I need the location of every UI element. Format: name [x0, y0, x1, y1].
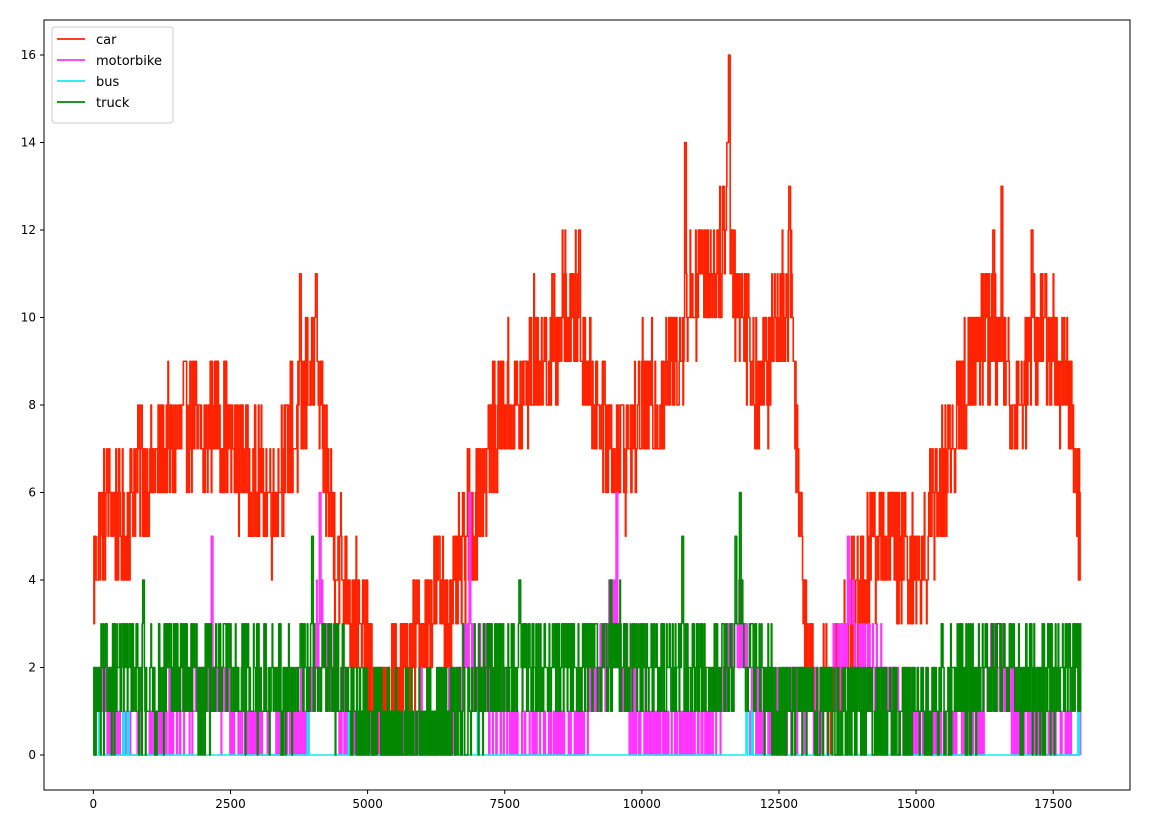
y-tick-label: 6: [28, 486, 36, 500]
y-axis: 0 2 4 6 8 10 12 14 16: [21, 48, 44, 762]
y-tick-label: 14: [21, 136, 36, 150]
series-line-truck: [93, 491, 1082, 756]
x-axis: 0 2500 5000 7500 10000 12500 15000 17500: [90, 790, 1072, 811]
y-tick-label: 16: [21, 48, 36, 62]
legend-label-motorbike: motorbike: [96, 54, 162, 69]
x-tick-label: 7500: [489, 797, 520, 811]
x-tick-label: 2500: [215, 797, 246, 811]
x-tick-label: 5000: [352, 797, 383, 811]
y-tick-label: 2: [28, 661, 36, 675]
y-tick-label: 10: [21, 311, 36, 325]
y-tick-label: 12: [21, 223, 36, 237]
series-line-bus: [93, 710, 1081, 756]
legend: car motorbike bus truck: [51, 26, 174, 124]
x-tick-label: 15000: [897, 797, 935, 811]
x-tick-label: 10000: [623, 797, 661, 811]
legend-label-truck: truck: [96, 96, 130, 111]
y-tick-label: 8: [28, 398, 36, 412]
x-tick-label: 0: [90, 797, 98, 811]
x-tick-label: 17500: [1034, 797, 1072, 811]
series-layer: [93, 54, 1082, 756]
legend-label-bus: bus: [96, 75, 119, 90]
y-tick-label: 0: [28, 748, 36, 762]
series-line-car: [93, 54, 1081, 756]
legend-label-car: car: [96, 33, 117, 48]
legend-box: [51, 26, 174, 124]
x-tick-label: 12500: [760, 797, 798, 811]
y-tick-label: 4: [28, 573, 36, 587]
